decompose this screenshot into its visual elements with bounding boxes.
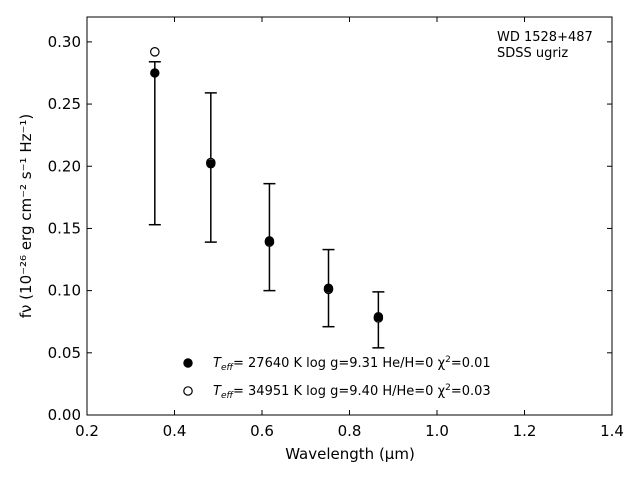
annotation-line-1: WD 1528+487 [497, 30, 593, 45]
legend-teff-1: T [213, 356, 222, 371]
legend-teff-sub-2: eff [221, 391, 235, 401]
x-tick-label: 0.4 [163, 422, 187, 440]
x-tick-label: 1.0 [425, 422, 449, 440]
y-axis-label: fν (10⁻²⁶ erg cm⁻² s⁻¹ Hz⁻¹) [17, 114, 35, 319]
legend-chi-val-2: =0.03 [451, 384, 491, 399]
model-point-filled [373, 312, 384, 322]
legend-teff-sub-1: eff [221, 363, 235, 373]
data-markers [150, 47, 384, 323]
y-tick-label: 0.25 [48, 95, 81, 113]
legend-text-2: = 34951 K log g=9.40 H/He=0 χ [233, 384, 446, 399]
model-point-filled [206, 159, 216, 169]
y-tick-label: 0.30 [48, 33, 81, 51]
x-tick-label: 0.6 [250, 422, 274, 440]
x-axis-label: Wavelength (μm) [285, 445, 415, 463]
y-tick-label: 0.15 [48, 219, 81, 237]
legend: Teff= 27640 K log g=9.31 He/H=0 χ2=0.01 … [183, 355, 491, 401]
y-tick-label: 0.00 [48, 406, 81, 424]
legend-chi-val-1: =0.01 [451, 356, 491, 371]
legend-marker-open [183, 386, 193, 396]
legend-marker-filled [183, 358, 193, 368]
x-tick-label: 1.2 [513, 422, 537, 440]
legend-chi-sup-2: 2 [445, 383, 451, 393]
legend-chi-sup-1: 2 [445, 355, 451, 365]
annotation-line-2: SDSS ugriz [497, 46, 568, 61]
legend-entry-1: Teff= 27640 K log g=9.31 He/H=0 χ2=0.01 [213, 355, 491, 373]
y-tick-label: 0.20 [48, 157, 81, 175]
x-tick-label: 1.4 [600, 422, 624, 440]
y-tick-label: 0.10 [48, 282, 81, 300]
x-tick-label: 0.8 [338, 422, 362, 440]
x-tick-label: 0.2 [75, 422, 99, 440]
legend-text-1: = 27640 K log g=9.31 He/H=0 χ [233, 356, 446, 371]
legend-entry-2: Teff= 34951 K log g=9.40 H/He=0 χ2=0.03 [213, 383, 491, 401]
model-point-open [150, 47, 160, 57]
legend-teff-2: T [213, 384, 222, 399]
axis-ticks: 0.2 0.4 0.6 0.8 1.0 1.2 1.4 0.00 0.05 0.10 0.15 0.2… [48, 17, 624, 440]
model-point-filled [264, 236, 275, 246]
y-tick-label: 0.05 [48, 344, 81, 362]
model-point-filled [323, 283, 334, 293]
model-point-filled [150, 68, 160, 78]
plot-area [86, 16, 613, 416]
